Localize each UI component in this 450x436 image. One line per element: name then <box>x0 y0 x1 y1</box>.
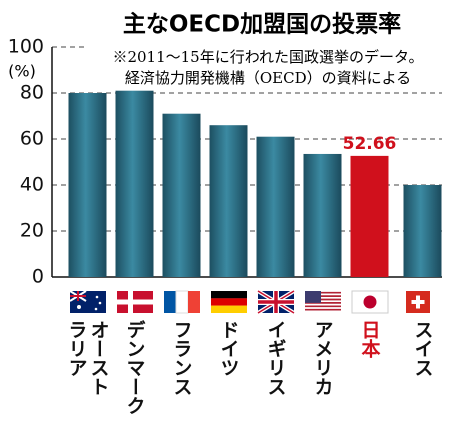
flags <box>69 289 430 315</box>
x-tick-label: オーストラリア <box>65 320 110 396</box>
value-label: 52.66 <box>343 134 397 154</box>
note-box <box>86 46 442 92</box>
flag <box>69 290 106 313</box>
bar <box>209 125 248 277</box>
x-tick-label: デンマーク <box>123 320 146 415</box>
x-tick-label: フランス <box>170 320 193 396</box>
bar <box>256 136 295 277</box>
note: 経済協力開発機構（OECD）の資料による <box>125 69 411 87</box>
bar <box>350 155 389 277</box>
bar <box>403 185 442 277</box>
flag <box>351 290 389 314</box>
note: ※2011～15年に行われた国政選挙のデータ。 <box>112 48 423 66</box>
x-tick-label: イギリス <box>264 320 287 396</box>
x-tick-label: 日本 <box>358 320 381 358</box>
y-tick-label: 100 <box>8 36 44 58</box>
x-tick-label: ドイツ <box>217 320 240 377</box>
y-tick-label: 0 <box>32 266 44 288</box>
flag <box>164 290 200 314</box>
y-axis-label: (%) <box>8 62 36 81</box>
flag <box>256 289 296 315</box>
y-tick-label: 80 <box>20 82 44 104</box>
bar <box>115 90 154 277</box>
chart-title: 主なOECD加盟国の投票率 <box>123 11 401 38</box>
flag <box>406 291 430 313</box>
bar <box>68 93 107 277</box>
y-tick-label: 20 <box>20 220 44 242</box>
x-tick-label: スイス <box>411 320 434 377</box>
x-tick-label: アメリカ <box>311 320 334 396</box>
bar <box>303 153 342 277</box>
y-tick-label: 60 <box>20 128 44 150</box>
flag <box>117 291 153 313</box>
flag <box>211 291 247 313</box>
bar <box>162 113 201 277</box>
y-tick-label: 40 <box>20 174 44 196</box>
flag <box>305 291 341 313</box>
